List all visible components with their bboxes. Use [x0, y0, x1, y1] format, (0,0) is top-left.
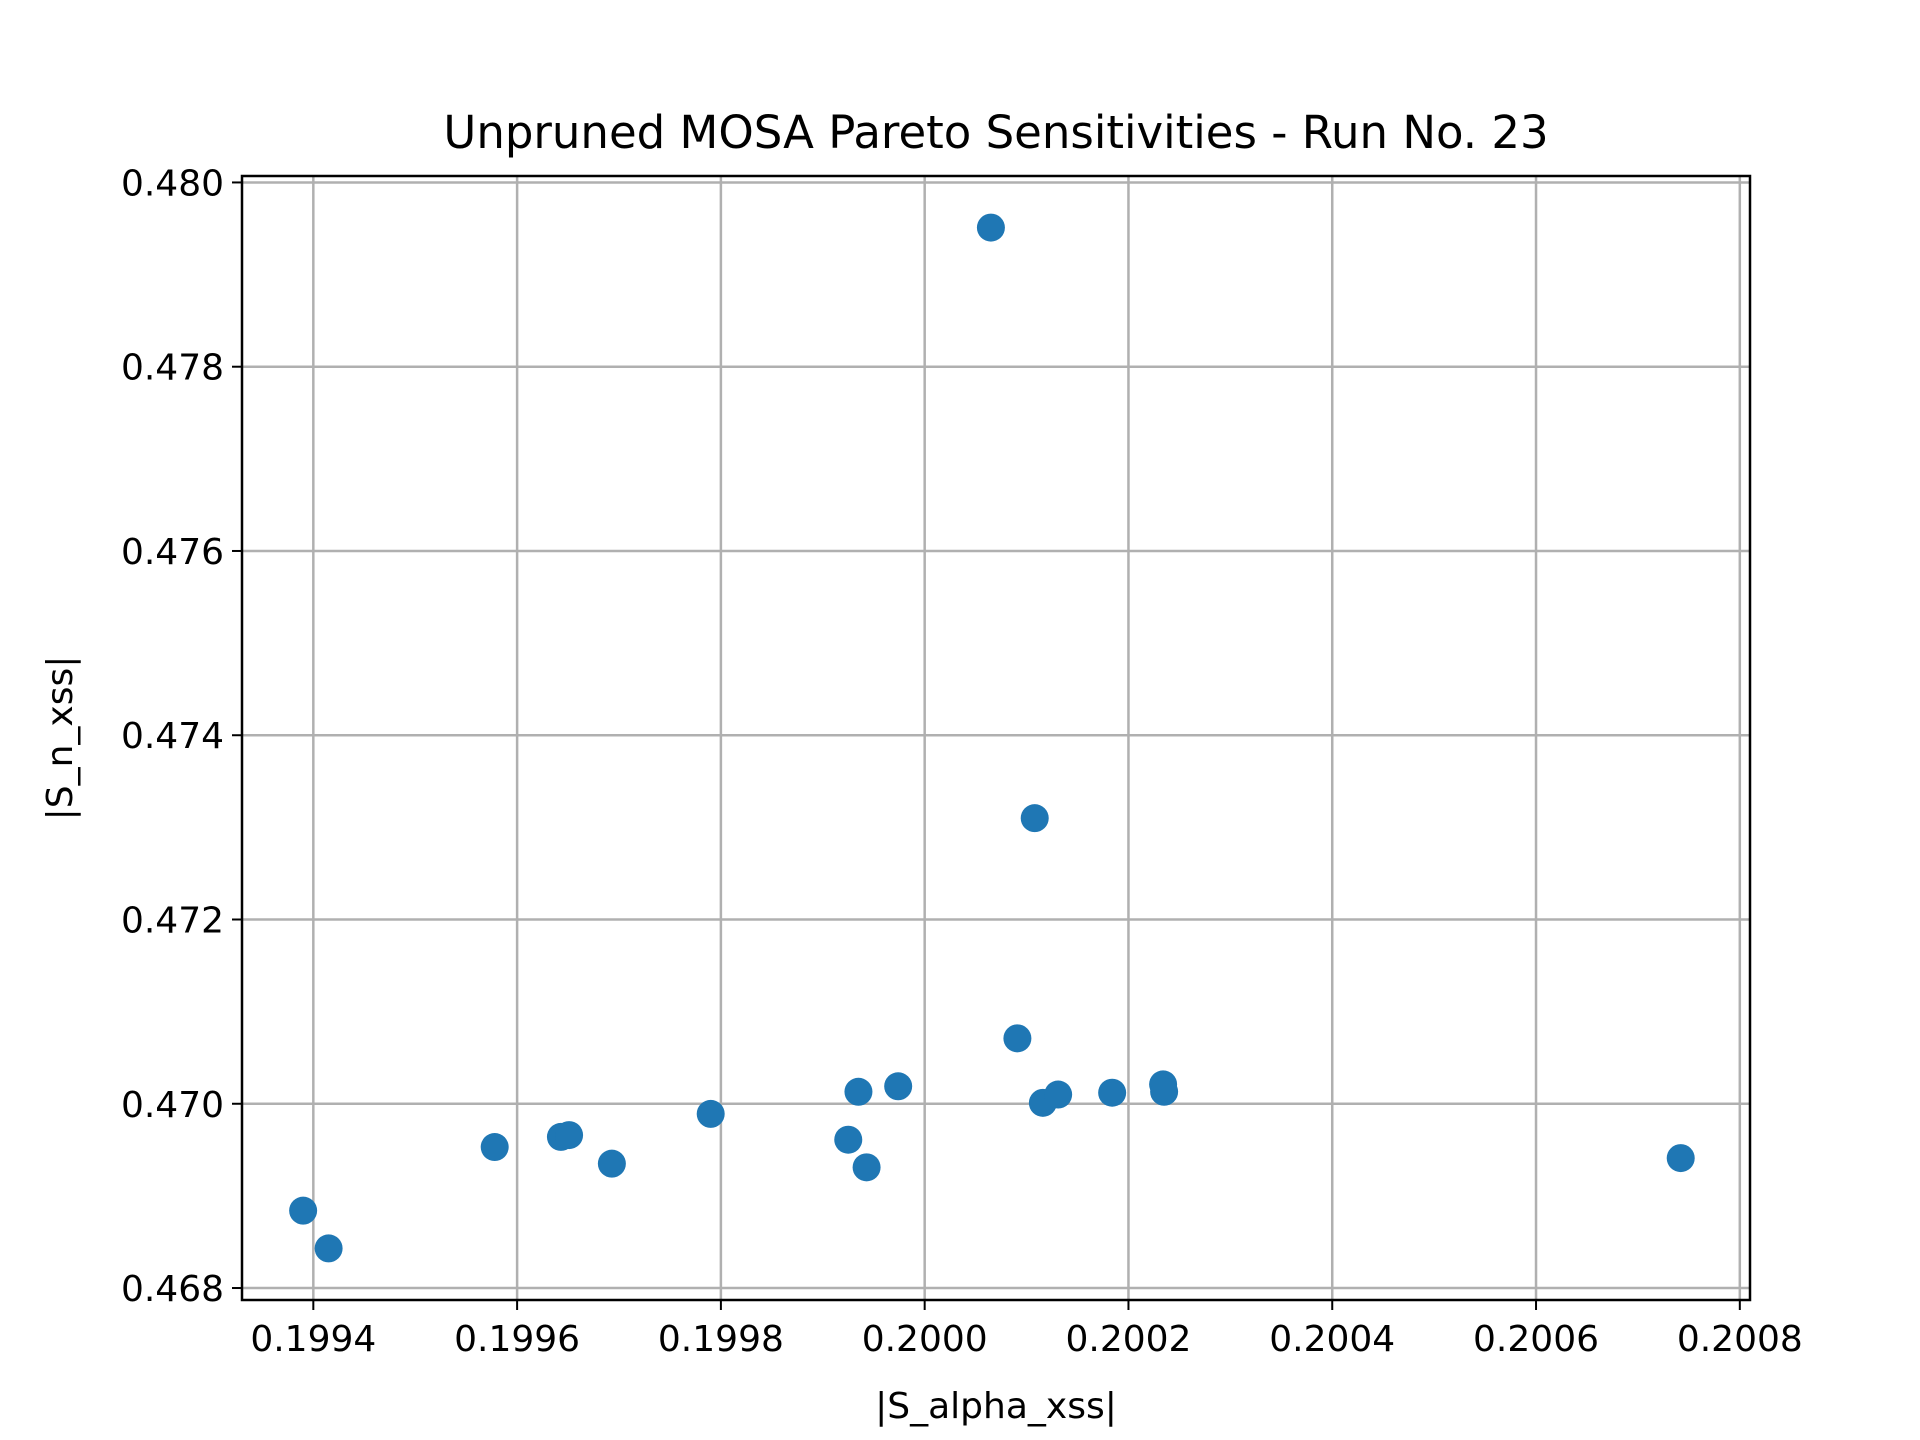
x-tick-label: 0.1996	[454, 1319, 580, 1360]
chart-title: Unpruned MOSA Pareto Sensitivities - Run…	[443, 106, 1548, 159]
scatter-point	[696, 1099, 725, 1128]
x-tick-label: 0.2008	[1677, 1319, 1803, 1360]
scatter-point	[597, 1149, 626, 1178]
grid	[242, 176, 1750, 1300]
x-tick-label: 0.1998	[658, 1319, 784, 1360]
scatter-point	[1020, 804, 1049, 833]
x-tick-label: 0.1994	[250, 1319, 376, 1360]
scatter-point	[314, 1234, 343, 1263]
scatter-point	[289, 1196, 318, 1225]
y-tick-label: 0.476	[121, 532, 224, 573]
scatter-point	[1003, 1024, 1032, 1053]
scatter-point	[844, 1077, 873, 1106]
y-tick-label: 0.474	[121, 716, 224, 757]
axis-ticks: 0.1994 0.1996 0.1998 0.2000 0.2002 0.2004 0.20…	[121, 163, 1803, 1360]
y-tick-label: 0.472	[121, 900, 224, 941]
x-tick-label: 0.2006	[1473, 1319, 1599, 1360]
data-points	[289, 213, 1695, 1263]
scatter-point	[1098, 1078, 1127, 1107]
y-tick-label: 0.480	[121, 163, 224, 204]
scatter-point	[834, 1125, 863, 1154]
x-tick-label: 0.2000	[862, 1319, 988, 1360]
scatter-point	[852, 1153, 881, 1182]
scatter-point	[1044, 1080, 1073, 1109]
scatter-point	[480, 1133, 509, 1162]
x-tick-label: 0.2004	[1269, 1319, 1395, 1360]
scatter-point	[976, 213, 1005, 242]
plot-frame	[240, 174, 1752, 1302]
y-axis-label: |S_n_xss|	[40, 656, 81, 821]
y-tick-label: 0.470	[121, 1085, 224, 1126]
x-tick-label: 0.2002	[1065, 1319, 1191, 1360]
scatter-point	[884, 1072, 913, 1101]
scatter-point	[1150, 1077, 1179, 1106]
y-tick-label: 0.468	[121, 1269, 224, 1310]
scatter-point	[1666, 1144, 1695, 1173]
x-axis-label: |S_alpha_xss|	[875, 1386, 1117, 1427]
y-tick-label: 0.478	[121, 348, 224, 389]
scatter-point	[555, 1121, 584, 1150]
